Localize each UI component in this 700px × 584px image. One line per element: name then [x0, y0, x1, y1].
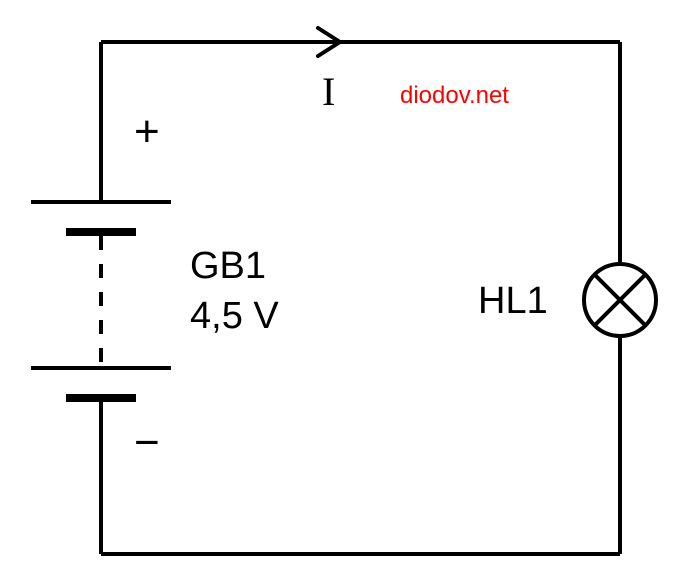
circuit-diagram — [0, 0, 700, 584]
current-label: I — [322, 68, 335, 115]
battery-positive-symbol: + — [134, 107, 160, 157]
watermark-text: diodov.net — [400, 82, 509, 110]
lamp-designator: HL1 — [478, 280, 548, 323]
battery-negative-symbol: − — [134, 418, 160, 468]
battery-voltage: 4,5 V — [190, 295, 279, 338]
battery-designator: GB1 — [190, 245, 266, 288]
